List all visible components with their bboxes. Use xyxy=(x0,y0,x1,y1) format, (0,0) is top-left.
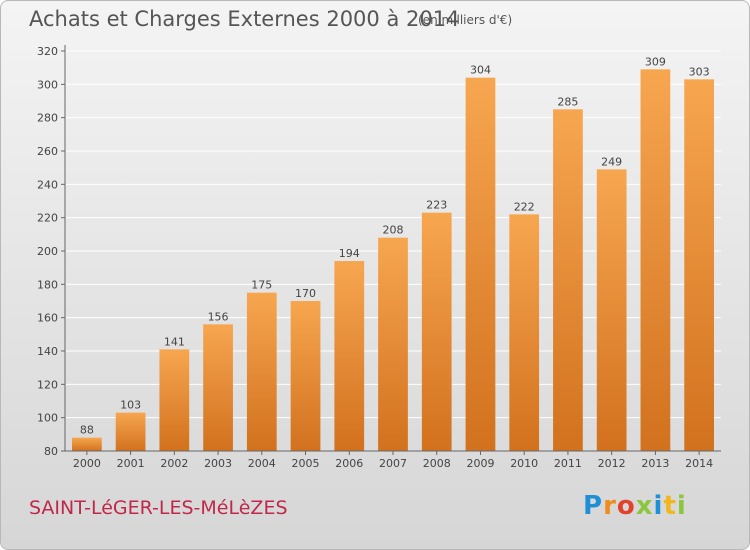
bar xyxy=(159,349,190,451)
y-tick-label: 120 xyxy=(37,378,58,391)
y-tick-label: 280 xyxy=(37,112,58,125)
bar xyxy=(509,214,540,451)
bar xyxy=(421,212,452,451)
x-tick-label: 2014 xyxy=(685,457,713,470)
y-tick-label: 140 xyxy=(37,345,58,358)
bar-value-label: 141 xyxy=(164,335,185,348)
logo-letter: i xyxy=(676,491,687,521)
bar-value-label: 223 xyxy=(426,199,447,212)
bar-value-label: 304 xyxy=(470,64,491,77)
y-tick-label: 100 xyxy=(37,412,58,425)
logo-letter: o xyxy=(616,491,636,521)
y-tick-label: 300 xyxy=(37,78,58,91)
bar-value-label: 170 xyxy=(295,287,316,300)
bar-value-label: 222 xyxy=(514,200,535,213)
bar xyxy=(684,79,715,451)
y-tick-label: 260 xyxy=(37,145,58,158)
logo-letter: x xyxy=(635,491,654,521)
commune-name: SAINT-LéGER-LES-MéLèZES xyxy=(29,497,288,519)
bar xyxy=(71,437,102,451)
y-tick-label: 320 xyxy=(37,45,58,58)
bar-value-label: 88 xyxy=(80,424,94,437)
bar-value-label: 303 xyxy=(689,65,710,78)
x-tick-label: 2007 xyxy=(379,457,407,470)
bar-value-label: 103 xyxy=(120,399,141,412)
proxiti-logo: Proxiti xyxy=(583,491,687,521)
logo-letter: P xyxy=(583,491,604,521)
x-tick-label: 2000 xyxy=(73,457,101,470)
bar xyxy=(334,261,365,451)
bar xyxy=(203,324,233,451)
logo-letter: i xyxy=(653,491,664,521)
bar-value-label: 309 xyxy=(645,55,666,68)
bar xyxy=(378,237,408,451)
y-tick-label: 220 xyxy=(37,212,58,225)
bar xyxy=(465,77,496,452)
bar xyxy=(290,301,321,451)
chart-subtitle: (en milliers d'€) xyxy=(418,13,513,27)
logo-letter: r xyxy=(603,491,617,521)
bar xyxy=(596,169,627,452)
y-tick-label: 80 xyxy=(44,445,58,458)
labels: 80 100 120 140 160 180 200 220 240 260 280 300 320 88… xyxy=(37,45,713,470)
axes xyxy=(61,45,721,455)
x-tick-label: 2001 xyxy=(117,457,145,470)
x-tick-label: 2011 xyxy=(554,457,582,470)
x-tick-label: 2008 xyxy=(423,457,451,470)
chart-title: Achats et Charges Externes 2000 à 2014 xyxy=(29,7,460,31)
bar xyxy=(553,109,583,451)
bar-value-label: 249 xyxy=(601,155,622,168)
bar-value-label: 175 xyxy=(251,279,272,292)
y-tick-label: 240 xyxy=(37,178,58,191)
bar-value-label: 156 xyxy=(208,310,229,323)
x-tick-label: 2004 xyxy=(248,457,276,470)
x-tick-label: 2006 xyxy=(335,457,363,470)
bar-value-label: 285 xyxy=(557,95,578,108)
logo-letter: t xyxy=(663,491,677,521)
x-tick-label: 2002 xyxy=(160,457,188,470)
x-tick-label: 2003 xyxy=(204,457,232,470)
bar xyxy=(640,69,671,451)
bars xyxy=(71,69,715,452)
y-tick-label: 180 xyxy=(37,278,58,291)
bar-value-label: 208 xyxy=(383,224,404,237)
x-tick-label: 2009 xyxy=(466,457,494,470)
y-tick-label: 200 xyxy=(37,245,58,258)
bar xyxy=(115,412,146,451)
y-tick-label: 160 xyxy=(37,312,58,325)
x-tick-label: 2013 xyxy=(641,457,669,470)
x-tick-label: 2005 xyxy=(292,457,320,470)
bar-value-label: 194 xyxy=(339,247,360,260)
bar xyxy=(246,292,277,451)
x-tick-label: 2012 xyxy=(598,457,626,470)
x-tick-label: 2010 xyxy=(510,457,538,470)
